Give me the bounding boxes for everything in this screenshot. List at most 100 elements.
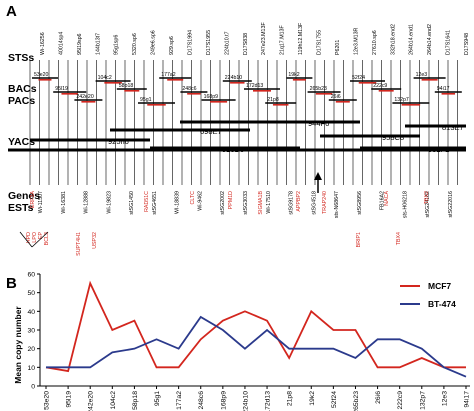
sts-label: 95g1sp6 bbox=[114, 35, 120, 55]
row-label-genes: Genes bbox=[8, 190, 40, 202]
x-tick-label: 177a2 bbox=[176, 391, 183, 410]
gene-label-red: NACA bbox=[384, 191, 390, 206]
series-line-mcf7 bbox=[45, 280, 466, 373]
row-label-bacs: BACs bbox=[8, 83, 37, 95]
sts-label: Wi-16256 bbox=[40, 32, 46, 55]
sts-label: 249e6.sp6 bbox=[151, 30, 157, 55]
bracket-line bbox=[19, 231, 33, 248]
clone-label: 95g1 bbox=[140, 97, 152, 103]
est-label: stSG24182 bbox=[425, 191, 431, 218]
est-label: Wi-11507 bbox=[38, 191, 44, 213]
gene-label: TBX4 bbox=[396, 232, 402, 245]
chart-x-ticks: 53e20 95l19 242e20 104c2 58p18 95g1 177a2 248c6… bbox=[44, 386, 471, 411]
yac-label: 698E7 bbox=[200, 127, 222, 136]
x-tick-label: 21p8 bbox=[287, 391, 294, 406]
x-tick-label: 222c9 bbox=[397, 391, 404, 410]
bac-pac-clones: 53e20 95l19 242e20 104c2 58p18 95g1 177a2 248c6… bbox=[32, 72, 462, 106]
est-label: Wi-9462 bbox=[197, 191, 203, 211]
x-tick-label: 95l19 bbox=[66, 391, 73, 408]
yac-label: 944F6 bbox=[308, 119, 329, 128]
sts-label: 12e3.M13R bbox=[353, 27, 359, 55]
sts-label: 224b10.t7 bbox=[224, 31, 230, 55]
sts-label: 247e23.M13F bbox=[261, 22, 267, 55]
est-label: sts-N68647 bbox=[334, 191, 340, 218]
sts-label: 264b14.end1 bbox=[409, 24, 415, 55]
y-tick-label: 60 bbox=[27, 272, 35, 279]
chart-series bbox=[45, 280, 467, 378]
gene-label: LPO bbox=[32, 232, 38, 243]
genes-ests: Wi-11507 Wi-16381 Wi-12888 Wi-19823 stSG1450… bbox=[19, 191, 454, 256]
gene-label-red: PPM1D bbox=[228, 191, 234, 209]
clone-label: 224b10 bbox=[225, 75, 242, 81]
y-tick-label: 50 bbox=[27, 290, 35, 297]
gene-label: EP bbox=[38, 232, 44, 240]
gene-label: HPD bbox=[26, 232, 32, 243]
sts-label: D17S948 bbox=[464, 33, 470, 55]
sts-label: 332h18.end2 bbox=[390, 24, 396, 55]
x-tick-label: 242e20 bbox=[88, 391, 95, 411]
sts-label: 95l19sp6 bbox=[77, 33, 83, 55]
row-label-pacs: PACs bbox=[8, 95, 35, 107]
yac-contig: 925h6698E7913D6944F6958C8981F1813E7 bbox=[30, 119, 466, 154]
clone-label: 52f24 bbox=[352, 75, 365, 81]
y-tick-label: 30 bbox=[27, 328, 35, 335]
panel-b-letter: B bbox=[6, 275, 17, 292]
est-label: FB16A2 bbox=[380, 191, 386, 210]
gene-label: SUPT4H1 bbox=[76, 232, 82, 256]
gene-label: BRIP1 bbox=[356, 232, 362, 247]
x-tick-label: 52f24 bbox=[331, 391, 338, 408]
gene-label-red: RAD51C bbox=[144, 191, 150, 212]
est-label: Wi-12888 bbox=[84, 191, 90, 214]
sts-label: 264b14.end2 bbox=[427, 24, 433, 55]
sts-label: 144b13t7 bbox=[95, 33, 101, 55]
yac-label: 813E7 bbox=[442, 123, 464, 132]
sts-label: 27610.sp6 bbox=[372, 30, 378, 55]
bracket-line bbox=[31, 231, 49, 248]
x-tick-label: 26i6 bbox=[375, 391, 382, 404]
clone-label: 242e20 bbox=[76, 94, 93, 100]
chart-legend: MCF7 BT-474 bbox=[400, 281, 456, 309]
y-tick-label: 0 bbox=[31, 384, 35, 391]
est-label: stSG3033 bbox=[243, 191, 249, 215]
sts-label: 929.sp6 bbox=[169, 36, 175, 55]
legend-label: MCF7 bbox=[428, 281, 451, 291]
clone-label: 26i6 bbox=[331, 94, 341, 100]
gene-arrow bbox=[314, 172, 322, 193]
est-label: stSG4518 bbox=[311, 191, 317, 215]
x-tick-label: 248c6 bbox=[198, 391, 205, 410]
gene-label-red: APPBP2 bbox=[296, 191, 302, 212]
clone-label: 248c6 bbox=[182, 86, 196, 92]
clone-label: 58p18 bbox=[119, 83, 134, 89]
sts-label: D17S838 bbox=[243, 33, 249, 55]
est-label: stSG2002 bbox=[220, 191, 226, 215]
clone-label: 172d13 bbox=[246, 83, 263, 89]
gene-label: BCL3 bbox=[44, 232, 50, 245]
y-tick-label: 10 bbox=[27, 365, 35, 372]
sts-label: 40014sp4 bbox=[58, 32, 64, 55]
sts-label: D17S1641 bbox=[446, 30, 452, 55]
clone-label: 53e20 bbox=[34, 72, 49, 78]
sts-label: 119h12.M13F bbox=[298, 22, 304, 55]
gene-label-red: TRAP240 bbox=[322, 191, 328, 214]
x-tick-label: 53e20 bbox=[44, 391, 51, 410]
series-line-bt-474 bbox=[46, 315, 467, 378]
clone-label: 21p8 bbox=[267, 97, 279, 103]
x-tick-label: 265b23 bbox=[353, 391, 360, 411]
gene-label: USP32 bbox=[92, 232, 98, 249]
x-tick-label: 58p18 bbox=[132, 391, 139, 410]
x-tick-label: 224b10 bbox=[242, 391, 249, 411]
sts-label: 5320.sp6 bbox=[132, 33, 138, 55]
est-label: stSG8956 bbox=[357, 191, 363, 215]
panel-b: B Mean copy number 0 10 20 30 40 50 60 53e20 95… bbox=[6, 272, 471, 411]
x-tick-label: 168p9 bbox=[220, 391, 227, 410]
sts-label: P6201 bbox=[335, 40, 341, 55]
panel-a: A STSs BACs PACs YACs Genes ESTs Wi-1625… bbox=[6, 3, 470, 256]
clone-label: 177a2 bbox=[161, 72, 176, 78]
est-label: Wi-17510 bbox=[266, 191, 272, 214]
est-label: Wi-16381 bbox=[61, 191, 67, 214]
est-label: stSG1450 bbox=[129, 191, 135, 215]
x-tick-label: 172d13 bbox=[265, 391, 272, 411]
x-tick-label: 132p7 bbox=[419, 391, 426, 410]
x-tick-label: 94i17 bbox=[464, 391, 471, 408]
